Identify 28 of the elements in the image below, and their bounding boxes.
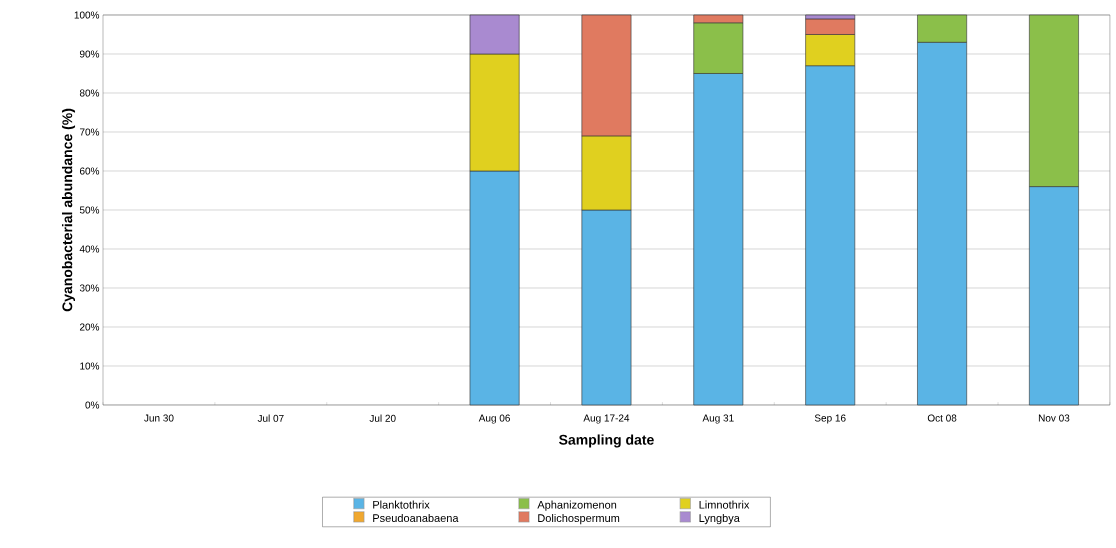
y-tick-label: 10% <box>80 362 100 370</box>
x-tick-label: Aug 17-24 <box>583 414 630 424</box>
y-tick-label: 100% <box>74 11 100 19</box>
y-tick-label: 80% <box>79 89 100 97</box>
y-tick-label: 50% <box>79 206 100 214</box>
x-tick-label: Jul 07 <box>257 414 284 422</box>
x-tick-label: Aug 06 <box>478 414 510 424</box>
x-tick-label: Jul 20 <box>369 414 396 422</box>
y-tick-label: 30% <box>79 284 100 292</box>
y-tick-label: 70% <box>79 128 100 136</box>
legend-label: Dolichospermum <box>538 513 620 525</box>
legend-label: Pseudoanabaena <box>373 513 459 522</box>
x-tick-label: Oct 08 <box>927 414 957 422</box>
y-tick-label: 60% <box>79 167 100 175</box>
y-tick-label: 90% <box>79 50 100 58</box>
x-tick-label: Nov 03 <box>1038 414 1070 422</box>
legend-label: Limnothrix <box>699 500 750 509</box>
legend-label: Lyngbya <box>699 513 740 525</box>
x-tick-label: Aug 31 <box>702 414 734 424</box>
x-tick-label: Sep 16 <box>814 414 846 424</box>
legend-label: Aphanizomenon <box>537 500 617 511</box>
y-tick-label: 40% <box>79 245 100 253</box>
y-axis-title: Cyanobacterial abundance (%) <box>61 108 76 312</box>
legend-label: Planktothrix <box>373 500 430 509</box>
y-tick-label: 0% <box>85 401 100 409</box>
x-axis-title: Sampling date <box>559 434 654 448</box>
x-tick-label: Jun 30 <box>144 414 174 422</box>
y-tick-label: 20% <box>79 323 100 331</box>
